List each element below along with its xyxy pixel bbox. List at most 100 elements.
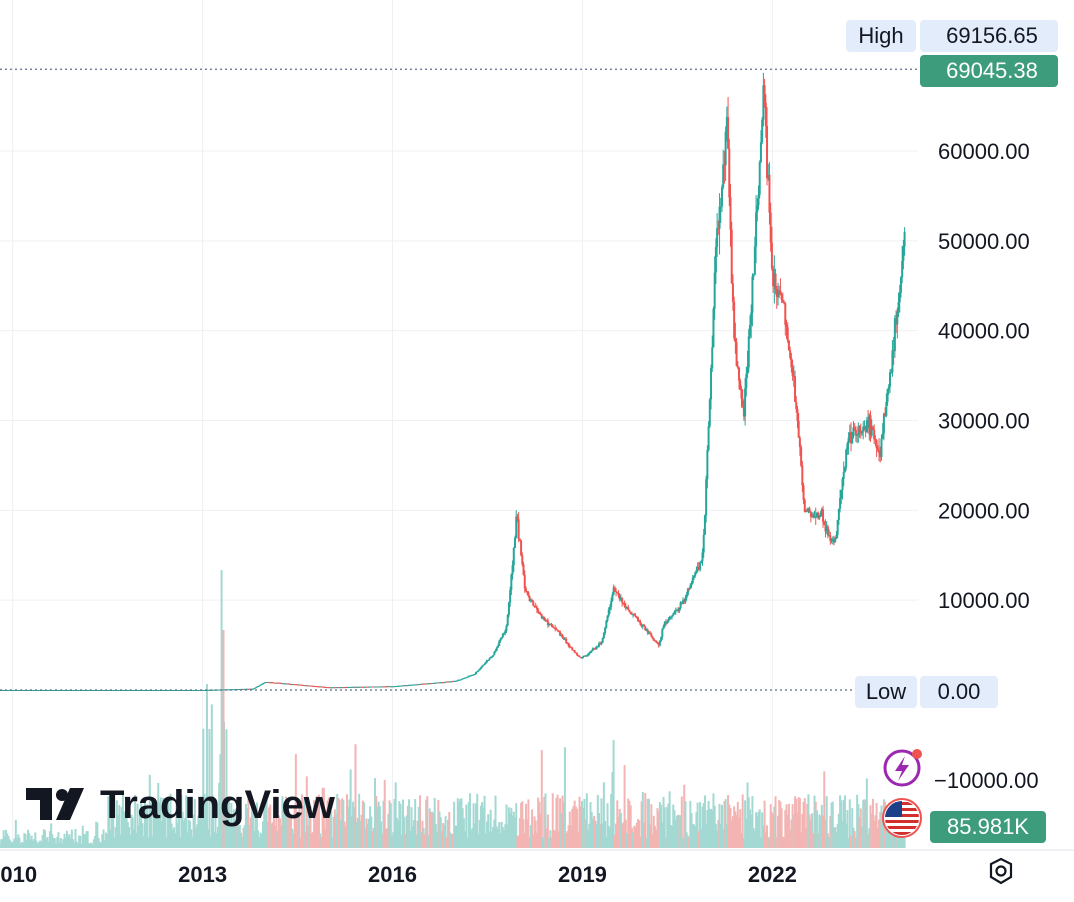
candle-body [3, 690, 6, 691]
candle-body [163, 690, 166, 691]
candle-body [237, 689, 240, 691]
volume-bar [387, 813, 390, 848]
candle-body [157, 690, 160, 691]
candle-body [570, 646, 573, 648]
gear-icon[interactable] [989, 857, 1013, 885]
volume-bar [568, 811, 571, 848]
candle-body [699, 563, 702, 570]
volume-bar [841, 821, 844, 848]
candle-body [292, 684, 295, 686]
volume-bar [186, 832, 189, 848]
volume-bar [270, 823, 273, 848]
volume-bar [428, 808, 431, 848]
candle-body [311, 685, 314, 687]
volume-bar [756, 815, 759, 848]
volume-bar [498, 822, 501, 848]
volume-bar [775, 837, 778, 848]
volume-bar [763, 800, 766, 848]
volume-bar [141, 823, 144, 848]
tradingview-logo-mark [26, 788, 84, 820]
volume-bar [68, 834, 71, 848]
candle-body [271, 682, 274, 684]
candle-body [298, 684, 301, 686]
volume-bar [238, 824, 241, 848]
volume-bar [113, 837, 116, 848]
candle-body [500, 637, 503, 640]
volume-bar [501, 826, 504, 848]
candle-body [857, 426, 860, 435]
candle-body [399, 685, 402, 687]
candle-body [766, 125, 769, 179]
candle-body [701, 552, 704, 562]
us-flag-icon[interactable] [882, 798, 922, 838]
volume-bar [718, 803, 721, 848]
volume-bar [901, 832, 904, 848]
candle-body [763, 85, 766, 103]
candle-body [735, 342, 738, 366]
candle-body [651, 636, 654, 639]
candle-body [674, 610, 677, 612]
candle-body [705, 479, 708, 516]
volume-bar [76, 843, 79, 848]
candle-body [251, 688, 254, 690]
tradingview-logo[interactable]: TradingView [26, 783, 336, 827]
volume-bar [342, 800, 345, 848]
candle-body [617, 593, 620, 596]
candle-body [708, 399, 711, 427]
candle-body [696, 566, 699, 571]
candle-body [641, 624, 644, 627]
volume-bar [363, 802, 366, 848]
candle-body [487, 660, 490, 662]
volume-bar [209, 836, 212, 848]
volume-bar [7, 836, 10, 848]
volume-bar [454, 825, 457, 848]
candle-body [523, 574, 526, 589]
lightning-icon[interactable] [883, 749, 922, 787]
candle-body [388, 686, 391, 688]
volume-bar [741, 794, 744, 848]
candle-body [106, 690, 109, 691]
candle-body [677, 610, 680, 612]
volume-bar [712, 793, 715, 848]
candle-body [293, 684, 296, 686]
volume-bar [92, 839, 95, 848]
candle-body [484, 661, 487, 664]
volume-bar [534, 820, 537, 848]
candle-body [197, 690, 200, 691]
candle-body [869, 415, 872, 436]
volume-bar [0, 839, 3, 848]
candle-body [313, 685, 316, 687]
candle-body [814, 516, 817, 518]
candle-body [442, 682, 445, 684]
volume-bar [11, 842, 14, 848]
volume-bar [80, 843, 83, 848]
candle-body [394, 686, 397, 688]
candle-body [257, 686, 260, 688]
candle-body [711, 347, 714, 369]
volume-bar [766, 825, 769, 848]
candle-body [287, 683, 290, 685]
volume-bar [425, 799, 428, 848]
volume-bar [174, 833, 177, 848]
candle-body [51, 690, 54, 691]
volume-bar [803, 798, 806, 848]
candle-body [427, 683, 430, 685]
candle-body [649, 632, 652, 634]
volume-bar [655, 829, 658, 848]
candle-body [417, 684, 420, 686]
volume-bar [35, 840, 38, 848]
candle-body [688, 588, 691, 590]
volume-bar [769, 804, 772, 848]
volume-bar [578, 796, 581, 848]
candle-body [862, 426, 865, 432]
volume-bar [18, 837, 21, 848]
candle-body [745, 373, 748, 389]
volume-bar [461, 808, 464, 848]
volume-bar [646, 798, 649, 848]
candle-body [103, 690, 106, 691]
volume-bar [81, 825, 84, 848]
candle-body [723, 164, 726, 166]
volume-bar [25, 839, 28, 848]
volume-bar [606, 803, 609, 848]
